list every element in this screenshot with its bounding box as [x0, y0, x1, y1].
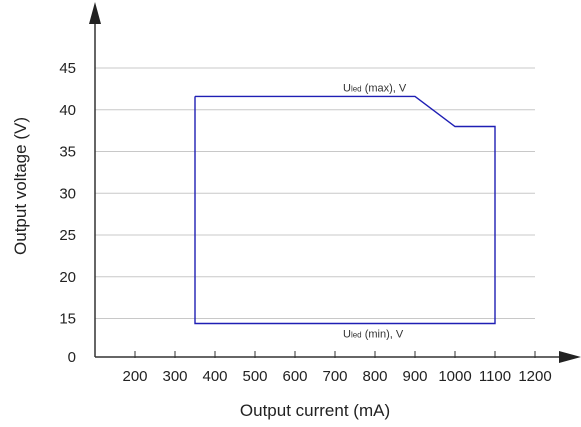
annotation-label: Uled (min), V [343, 329, 404, 341]
y-tick-label: 0 [68, 349, 76, 366]
x-tick-label: 500 [242, 368, 267, 385]
x-tick-label: 900 [402, 368, 427, 385]
x-tick-label: 200 [122, 368, 147, 385]
x-tick-label: 600 [282, 368, 307, 385]
x-axis-arrow [559, 351, 581, 363]
annotations: Uled (max), V Uled (min), V [343, 82, 407, 340]
y-axis-title: Output voltage (V) [11, 117, 30, 255]
series-group [194, 95, 496, 325]
axes [89, 2, 581, 363]
x-tick-label: 700 [322, 368, 347, 385]
y-tick-label: 40 [59, 102, 76, 119]
y-tick-label: 45 [59, 60, 76, 77]
y-tick-label: 30 [59, 185, 76, 202]
x-tick-label: 300 [162, 368, 187, 385]
annotation-label: Uled (max), V [343, 82, 407, 94]
y-axis-arrow [89, 2, 101, 24]
y-tick-label: 35 [59, 144, 76, 161]
x-ticks: 200 300 400 500 600 700 800 900 1000 1100 1200 [122, 351, 552, 385]
series-line-0 [194, 95, 496, 325]
x-tick-label: 1200 [518, 368, 551, 385]
y-tick-label: 20 [59, 269, 76, 286]
x-tick-label: 400 [202, 368, 227, 385]
x-tick-label: 1000 [438, 368, 471, 385]
x-axis-title: Output current (mA) [240, 401, 390, 420]
y-tick-label: 15 [59, 311, 76, 328]
y-tick-label: 25 [59, 227, 76, 244]
y-ticks: 0 15 20 25 30 35 40 45 [59, 60, 76, 366]
x-tick-label: 1100 [479, 368, 511, 385]
x-tick-label: 800 [362, 368, 387, 385]
grid-lines [95, 67, 535, 319]
